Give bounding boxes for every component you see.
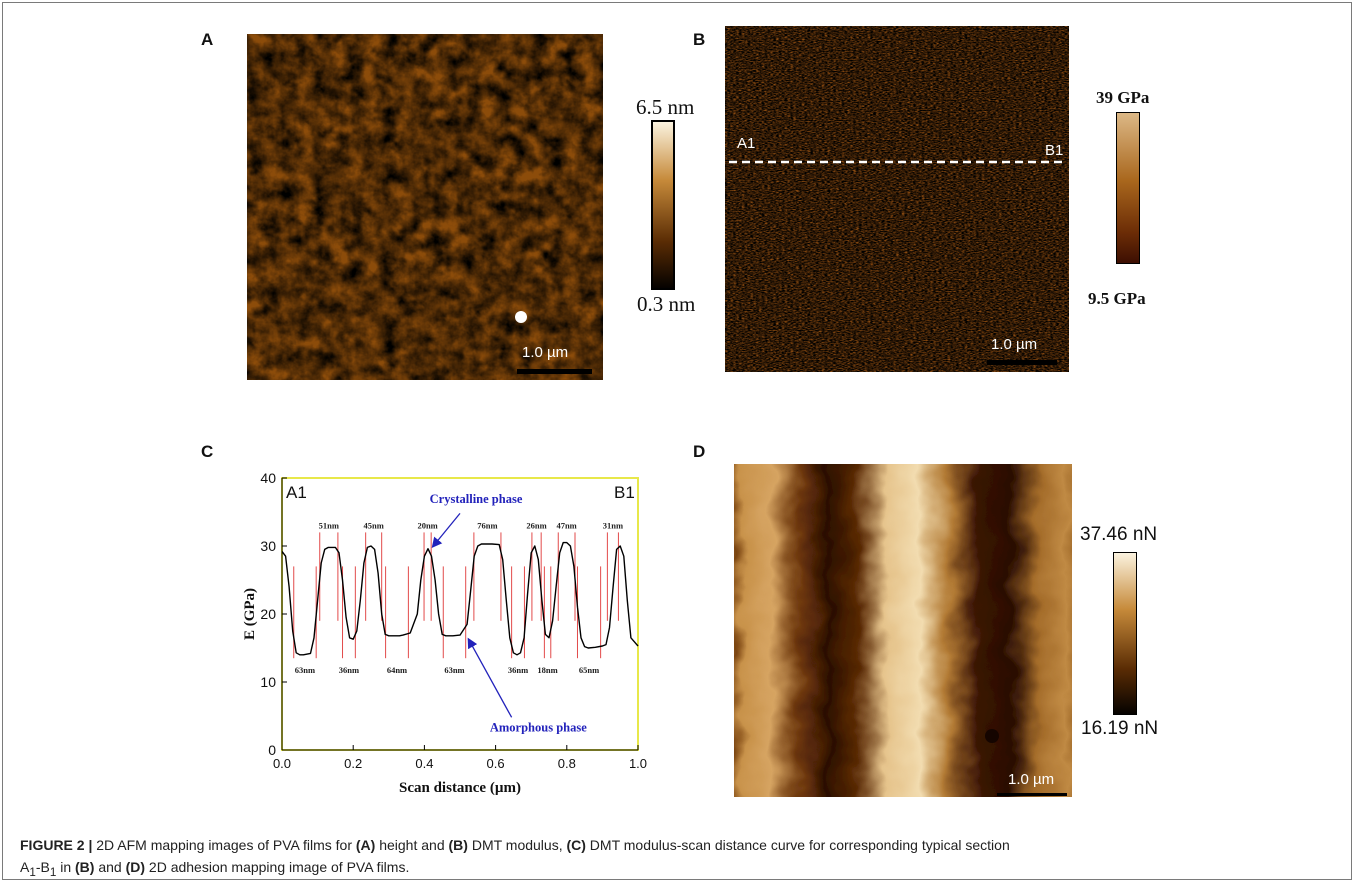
scalebar-d [997,793,1067,796]
colorbar-b-max: 39 GPa [1096,88,1150,107]
figure-caption: FIGURE 2 | 2D AFM mapping images of PVA … [20,834,1330,884]
scalebar-label-b: 1.0 µm [991,336,1038,353]
y-axis-title: E (GPa) [242,588,258,640]
segment-width-label: 36nm [339,665,359,675]
plot-frame [281,477,639,751]
chart-label-a1: A1 [286,483,307,502]
colorbar-a-max: 6.5 nm [636,95,695,119]
height-map-image [247,34,603,380]
caption-text-1: 2D AFM mapping images of PVA films for [92,837,356,853]
crystalline-arrow [431,512,461,549]
modulus-map-image [725,26,1069,372]
colorbar-d [1113,552,1137,715]
amorphous-arrow [467,637,513,718]
chart-label-b1: B1 [614,483,635,502]
x-axis-title: Scan distance (µm) [399,780,521,796]
colorbar-b-min: 9.5 GPa [1088,289,1146,308]
x-tick-label: 1.0 [629,756,647,771]
y-tick-label: 10 [260,674,276,690]
caption-section-a: A [20,859,30,875]
section-start-label: A1 [737,135,756,152]
caption-text-3: DMT modulus, [467,837,567,853]
panel-label-b: B [693,30,706,49]
caption-ref-b2: (B) [75,859,95,875]
caption-text-8: 2D adhesion mapping image of PVA films. [145,859,410,875]
segment-width-label: 63nm [444,665,464,675]
segment-width-label: 31nm [603,520,623,530]
x-tick-label: 0.4 [415,756,433,771]
segment-width-label: 64nm [387,665,407,675]
segment-width-label: 20nm [417,520,437,530]
y-tick-label: 20 [260,606,276,622]
caption-ref-b: (B) [448,837,468,853]
scalebar-label-a: 1.0 µm [522,344,569,361]
y-tick-label: 40 [260,470,276,486]
segment-width-label: 65nm [579,665,599,675]
panel-label-a: A [201,30,214,49]
caption-text-7: and [94,859,126,875]
caption-text-4: DMT modulus-scan distance curve for corr… [585,837,1010,853]
caption-section-b-sub: 1 [49,865,57,879]
colorbar-b [1116,112,1140,264]
y-tick-label: 0 [268,742,276,758]
colorbar-a-min: 0.3 nm [637,292,696,316]
colorbar-a [651,120,675,290]
segment-width-label: 51nm [319,520,339,530]
x-tick-label: 0.8 [558,756,576,771]
caption-section-a-sub: 1 [29,865,36,879]
segment-width-label: 47nm [556,520,576,530]
segment-width-label: 63nm [295,665,315,675]
segment-width-label: 18nm [537,665,557,675]
segment-width-label: 76nm [477,520,497,530]
colorbar-d-max: 37.46 nN [1080,524,1158,545]
caption-text-2: height and [375,837,449,853]
caption-ref-d: (D) [125,859,146,875]
scalebar-label-d: 1.0 µm [1008,771,1055,788]
crystalline-phase-label: Crystalline phase [430,492,523,506]
caption-title: FIGURE 2 | [20,837,93,853]
scalebar-a [517,369,592,374]
x-tick-label: 0.6 [487,756,505,771]
modulus-curve [281,541,639,656]
x-tick-label: 0.0 [273,756,291,771]
adhesion-map-image [734,464,1072,797]
panel-label-c: C [201,442,214,461]
segment-width-label: 45nm [364,520,384,530]
caption-text-6: in [56,859,75,875]
caption-ref-c: (C) [566,837,586,853]
colorbar-d-min: 16.19 nN [1081,718,1159,739]
caption-ref-a: (A) [355,837,376,853]
caption-text-5: -B [35,859,50,875]
y-tick-label: 30 [260,538,276,554]
modulus-profile-chart: 0 10 20 30 40 0.0 0.2 0.4 0.6 0.8 1.0 51nm 45nm 20nm 7… [242,470,647,796]
segment-width-label: 26nm [526,520,546,530]
panel-label-d: D [693,442,706,461]
x-tick-label: 0.2 [344,756,362,771]
amorphous-phase-label: Amorphous phase [490,721,587,735]
section-end-label: B1 [1045,142,1064,159]
segment-width-label: 36nm [508,665,528,675]
scalebar-b [987,360,1057,365]
